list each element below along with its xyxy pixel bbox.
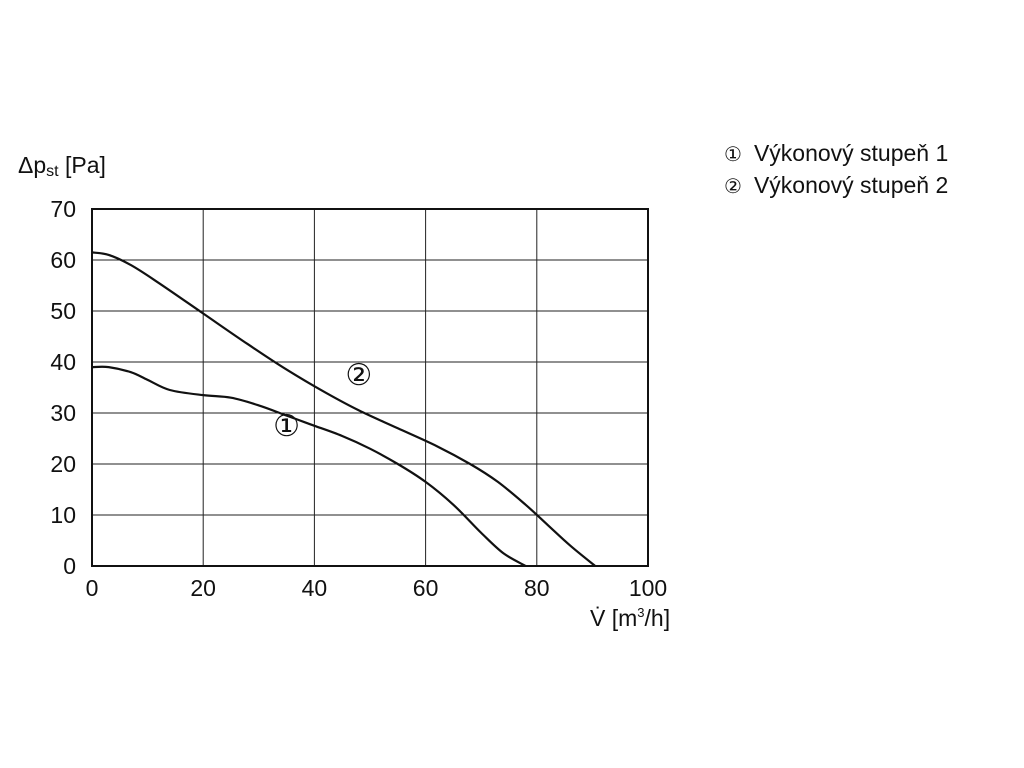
curve-marker-1: ①: [273, 409, 300, 444]
curve-2: [91, 251, 596, 567]
y-tick-label: 60: [50, 247, 76, 273]
x-tick-labels: 0 20 40 60 80 100: [86, 575, 668, 601]
legend-label-1: Výkonový stupeň 1: [753, 140, 949, 166]
legend-symbol-1: ①: [724, 142, 742, 166]
curve-1: [91, 365, 527, 567]
x-tick-label: 100: [629, 575, 667, 601]
grid-lines: [92, 209, 648, 566]
y-tick-label: 50: [50, 298, 76, 324]
x-tick-label: 80: [524, 575, 550, 601]
legend-item-1: ① Výkonový stupeň 1: [724, 138, 948, 170]
x-tick-label: 0: [86, 575, 99, 601]
curves: ①②: [91, 251, 596, 567]
y-tick-label: 40: [50, 349, 76, 375]
plot-frame: [91, 208, 649, 567]
legend-item-2: ② Výkonový stupeň 2: [724, 170, 948, 202]
y-tick-label: 20: [50, 451, 76, 477]
curve-marker-2: ②: [345, 358, 372, 393]
x-tick-label: 20: [190, 575, 216, 601]
y-tick-label: 10: [50, 502, 76, 528]
legend-symbol-2: ②: [724, 174, 742, 198]
x-tick-label: 60: [413, 575, 439, 601]
x-tick-label: 40: [302, 575, 328, 601]
x-axis-title: V̇ [m3/h]: [590, 605, 670, 631]
y-tick-label: 30: [50, 400, 76, 426]
legend-label-2: Výkonový stupeň 2: [753, 172, 949, 198]
y-tick-label: 0: [63, 553, 76, 579]
legend: ① Výkonový stupeň 1 ② Výkonový stupeň 2: [724, 138, 948, 202]
y-tick-label: 70: [50, 196, 76, 222]
y-tick-labels: 0 10 20 30 40 50 60 70: [50, 196, 76, 579]
y-axis-title: Δpst [Pa]: [18, 152, 106, 180]
